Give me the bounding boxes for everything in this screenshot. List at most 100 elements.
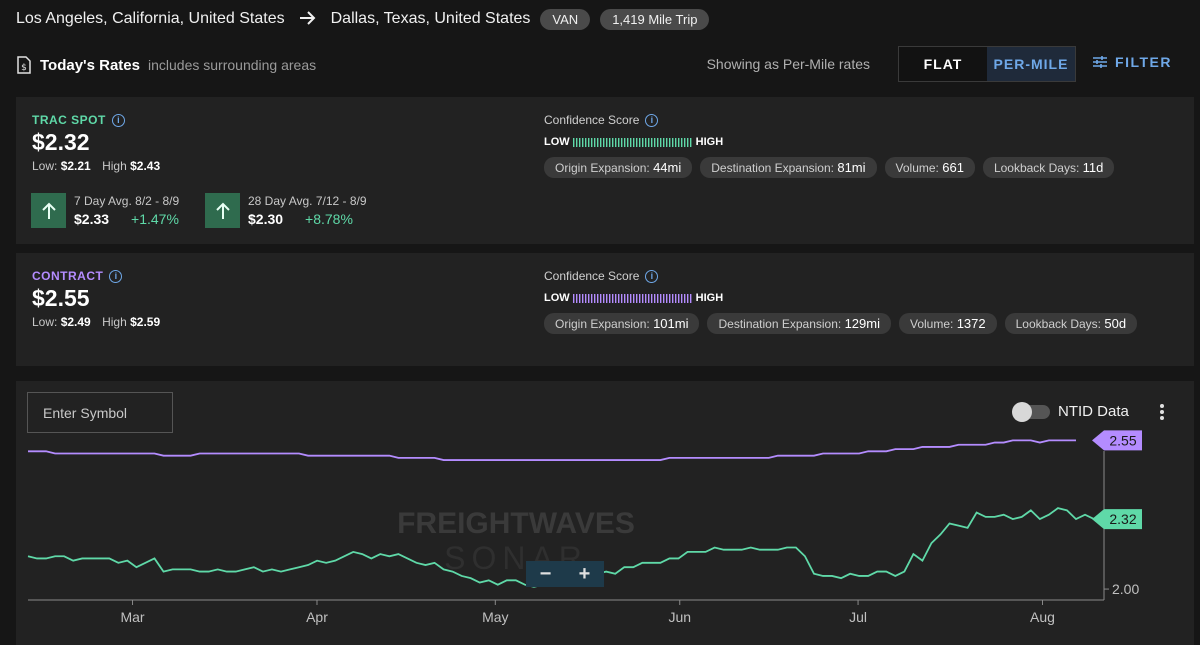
rate-mode-note: Showing as Per-Mile rates [706,56,870,72]
confidence-tick [626,137,629,147]
confidence-tick [578,293,581,303]
confidence-tick [620,137,623,147]
info-icon[interactable]: i [645,269,659,283]
avg-28-day-change: +8.78% [305,211,353,227]
confidence-tick [662,137,665,147]
confidence-ticks [572,137,692,147]
confidence-tick [575,293,578,303]
low-value: $2.49 [60,315,91,329]
contract-chips: Origin Expansion: 101mi Destination Expa… [544,313,1138,334]
trac-spot-range: Low: $2.21 High $2.43 [32,159,168,173]
confidence-tick [581,293,584,303]
confidence-tick [605,137,608,147]
avg-28-day: 28 Day Avg. 7/12 - 8/9 $2.30 +8.78% [205,193,367,228]
contract-label: CONTRACT [32,269,104,283]
confidence-tick [623,137,626,147]
x-tick-label: Jun [668,609,691,625]
filter-button[interactable]: FILTER [1093,54,1172,70]
confidence-tick [596,293,599,303]
contract-card: CONTRACT i $2.55 Low: $2.49 High $2.59 C… [16,253,1194,366]
ntid-toggle[interactable]: NTID Data [1012,401,1129,422]
trac-spot-price: $2.32 [32,129,90,155]
avg-28-day-value: $2.30 [248,211,284,227]
more-options-icon[interactable] [1158,403,1166,421]
symbol-input[interactable] [27,392,173,433]
confidence-tick [650,137,653,147]
confidence-tick [575,137,578,147]
confidence-tick [689,293,692,303]
x-tick-label: Mar [120,609,144,625]
ntid-switch[interactable] [1012,401,1050,422]
route-destination: Dallas, Texas, United States [330,10,531,27]
flat-button[interactable]: FLAT [899,47,987,81]
high-value: $2.43 [130,159,161,173]
high-value: $2.59 [130,315,161,329]
spot-confidence: Confidence Score i LOW HIGH Origin Expan… [544,113,1115,178]
rates-subtitle: includes surrounding areas [148,57,317,73]
confidence-ticks [572,293,692,303]
destination-expansion-chip: Destination Expansion: 81mi [700,157,877,178]
contract-last-value-label: 2.55 [1092,430,1142,451]
arrow-up-icon [205,193,240,228]
confidence-tick [641,293,644,303]
confidence-tick [635,293,638,303]
svg-text:2.55: 2.55 [1109,432,1136,448]
confidence-title: Confidence Score [544,269,640,283]
svg-text:2.32: 2.32 [1109,511,1136,527]
confidence-tick [689,137,692,147]
info-icon[interactable]: i [109,269,123,283]
high-label: High [102,315,127,329]
zoom-in-button[interactable]: + [578,562,591,585]
confidence-tick [611,293,614,303]
confidence-tick [638,137,641,147]
low-value: $2.21 [60,159,91,173]
filter-icon [1093,56,1108,68]
confidence-tick [587,293,590,303]
confidence-tick [668,137,671,147]
confidence-tick [581,137,584,147]
contract-series-line [28,439,1076,461]
per-mile-button[interactable]: PER-MILE [987,47,1075,81]
confidence-tick [662,293,665,303]
confidence-tick [599,137,602,147]
confidence-tick [674,293,677,303]
x-tick-label: Apr [306,609,328,625]
confidence-tick [638,293,641,303]
confidence-tick [677,137,680,147]
confidence-tick [587,137,590,147]
info-icon[interactable]: i [111,113,125,127]
confidence-tick [614,137,617,147]
confidence-tick [590,137,593,147]
lookback-days-chip: Lookback Days: 11d [982,157,1115,178]
x-tick-label: May [482,609,508,625]
origin-expansion-chip: Origin Expansion: 101mi [544,313,700,334]
confidence-tick [602,293,605,303]
filter-label: FILTER [1115,54,1172,70]
origin-expansion-chip: Origin Expansion: 44mi [544,157,693,178]
confidence-tick [617,137,620,147]
confidence-tick [599,293,602,303]
high-label: High [102,159,127,173]
x-tick-label: Jul [849,609,867,625]
contract-price: $2.55 [32,285,90,311]
confidence-tick [572,293,575,303]
confidence-tick [677,293,680,303]
confidence-tick [635,137,638,147]
confidence-tick [584,137,587,147]
info-icon[interactable]: i [645,113,659,127]
trac-spot-label: TRAC SPOT [32,113,106,127]
trac-spot-card: TRAC SPOT i $2.32 Low: $2.21 High $2.43 … [16,97,1194,244]
equipment-badge: VAN [540,8,591,30]
low-label: Low: [32,315,58,329]
confidence-tick [686,137,689,147]
confidence-tick [653,137,656,147]
confidence-tick [665,293,668,303]
arrow-up-icon [31,193,66,228]
confidence-tick [620,293,623,303]
document-dollar-icon: $ [17,56,31,74]
zoom-out-button[interactable]: − [539,562,552,585]
confidence-tick [686,293,689,303]
confidence-tick [671,137,674,147]
confidence-tick [656,137,659,147]
